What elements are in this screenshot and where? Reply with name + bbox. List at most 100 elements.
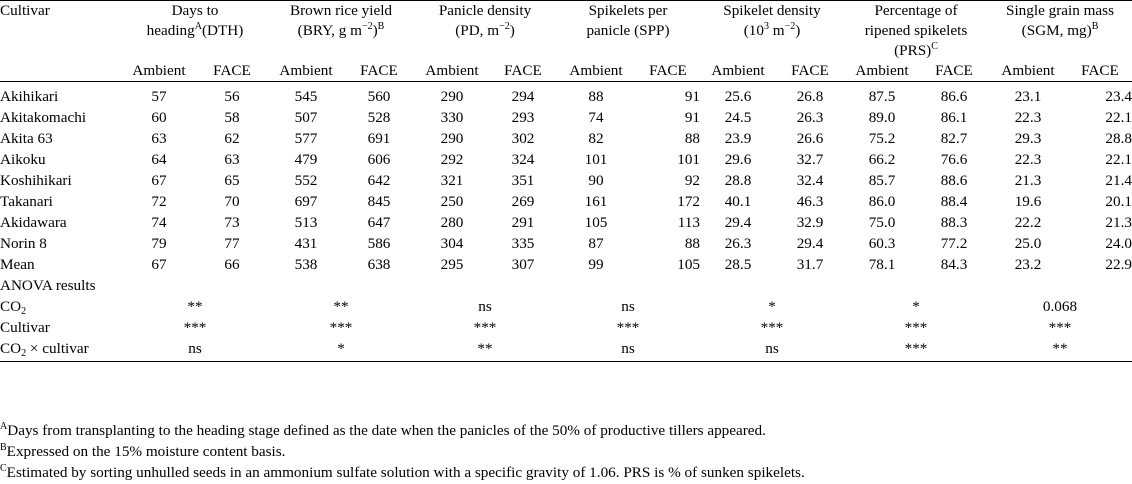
table-cell: 32.7 [796,150,824,168]
anova-cell: ns [556,338,700,362]
header-cultivar: Cultivar [0,0,122,61]
table-cell: 295 [440,255,464,273]
table-cell: 63 [151,129,167,147]
table-cell: 28.5 [724,255,752,273]
anova-cell: *** [183,318,207,336]
table-cell: 88 [588,87,604,105]
table-row: Koshihikari 67 65 552 642 321 351 90 92 28.8 32.4 8… [0,170,1132,191]
table-cell: 91 [684,87,700,105]
table-cell: 606 [367,150,391,168]
table-cell: 26.3 [796,108,824,126]
header-row-groups: Cultivar Days to headingA(DTH) Brown ric… [0,0,1132,61]
table-cell: 513 [294,213,318,231]
table-cell: 82 [588,129,604,147]
table-cell: 22.1 [1105,108,1132,126]
table-cell: 88 [684,234,700,252]
table-cell: 46.3 [796,192,824,210]
table-cell: 101 [584,150,608,168]
cultivar-name: Norin 8 [0,234,47,252]
table-cell: 90 [588,171,604,189]
header-row-treatments: Ambient FACE Ambient FACE Ambient FACE A… [0,61,1132,82]
table-cell: 351 [511,171,535,189]
table-cell: 75.2 [868,129,896,147]
anova-title-row: ANOVA results [0,275,1132,296]
table-cell: 28.8 [1105,129,1132,147]
header-face: FACE [360,62,398,79]
anova-cell: ** [333,297,349,315]
table-cell: 161 [584,192,608,210]
table-cell: 20.1 [1105,192,1132,210]
table-cell: 24.5 [724,108,752,126]
table-cell: 29.6 [724,150,752,168]
table-cell: 330 [440,108,464,126]
table-cell: 538 [294,255,318,273]
table-cell: 40.1 [724,192,752,210]
table-cell: 23.4 [1105,87,1132,105]
table-row: Akidawara 74 73 513 647 280 291 105 113 29.4 32.9 7… [0,212,1132,233]
table-cell: 78.1 [868,255,896,273]
cultivar-name: Akitakomachi [0,108,87,126]
table-row: Akitakomachi 60 58 507 528 330 293 74 91 24.5 26.3… [0,107,1132,128]
anova-cell: * [912,297,920,315]
table-cell: 845 [367,192,391,210]
table-cell: 87.5 [868,87,896,105]
table-cell: 22.1 [1105,150,1132,168]
table-cell: 304 [440,234,464,252]
table-cell: 57 [151,87,167,105]
table-cell: 82.7 [940,129,968,147]
footnote-a: ADays from transplanting to the heading … [0,421,766,440]
header-ambient: Ambient [569,62,623,79]
anova-cell: *** [844,338,988,362]
header-pd: Panicle density (PD, m−2) [414,0,556,61]
anova-cell: 0.068 [1042,297,1078,315]
table-cell: 269 [511,192,535,210]
table-cell: 638 [367,255,391,273]
table-cell: 19.6 [1014,192,1042,210]
footnote-b: BExpressed on the 15% moisture content b… [0,442,286,461]
table-cell: 66 [224,255,240,273]
table-cell: 24.0 [1105,234,1132,252]
table-cell: 62 [224,129,240,147]
table-cell: 25.0 [1014,234,1042,252]
table-cell: 31.7 [796,255,824,273]
table-cell: 101 [677,150,700,168]
table-cell: 88.6 [940,171,968,189]
table-cell: 22.2 [1014,213,1042,231]
anova-cell: *** [1048,318,1072,336]
table-cell: 697 [294,192,318,210]
cultivar-name: Koshihikari [0,171,72,189]
header-face: FACE [791,62,829,79]
cultivar-name: Akita 63 [0,129,53,147]
table-cell: 32.4 [796,171,824,189]
anova-row: CO2 × cultivar ns * ** ns ns *** ** [0,338,1132,362]
anova-cell: ns [478,297,492,315]
table-cell: 324 [511,150,535,168]
anova-cell: ns [621,297,635,315]
table-cell: 29.3 [1014,129,1042,147]
table-cell: 88 [684,129,700,147]
header-spp: Spikelets per panicle (SPP) [556,0,700,61]
table-cell: 28.8 [724,171,752,189]
table-cell: 79 [151,234,167,252]
table-cell: 113 [677,213,700,231]
anova-effect-name: CO2 × cultivar [0,338,122,362]
anova-effect-name: CO2 [0,297,27,317]
table-row: Aikoku 64 63 479 606 292 324 101 101 29.6 32.7 66.2… [0,149,1132,170]
table-cell: 293 [511,108,535,126]
table-cell: 23.9 [724,129,752,147]
table-cell: 21.3 [1014,171,1042,189]
table-row: Takanari 72 70 697 845 250 269 161 172 40.1 46.3 86… [0,191,1132,212]
table-cell: 89.0 [868,108,896,126]
table-cell: 23.1 [1014,87,1042,105]
table-cell: 63 [224,150,240,168]
table-cell: 172 [677,192,700,210]
table-row: Mean 67 66 538 638 295 307 99 105 28.5 31.7 78.1 84.… [0,254,1132,275]
header-ambient: Ambient [425,62,479,79]
header-ambient: Ambient [711,62,765,79]
table-cell: 552 [294,171,318,189]
cultivar-name: Takanari [0,192,53,210]
table-cell: 528 [367,108,391,126]
header-dth: Days to headingA(DTH) [122,0,268,61]
table-cell: 26.3 [724,234,752,252]
